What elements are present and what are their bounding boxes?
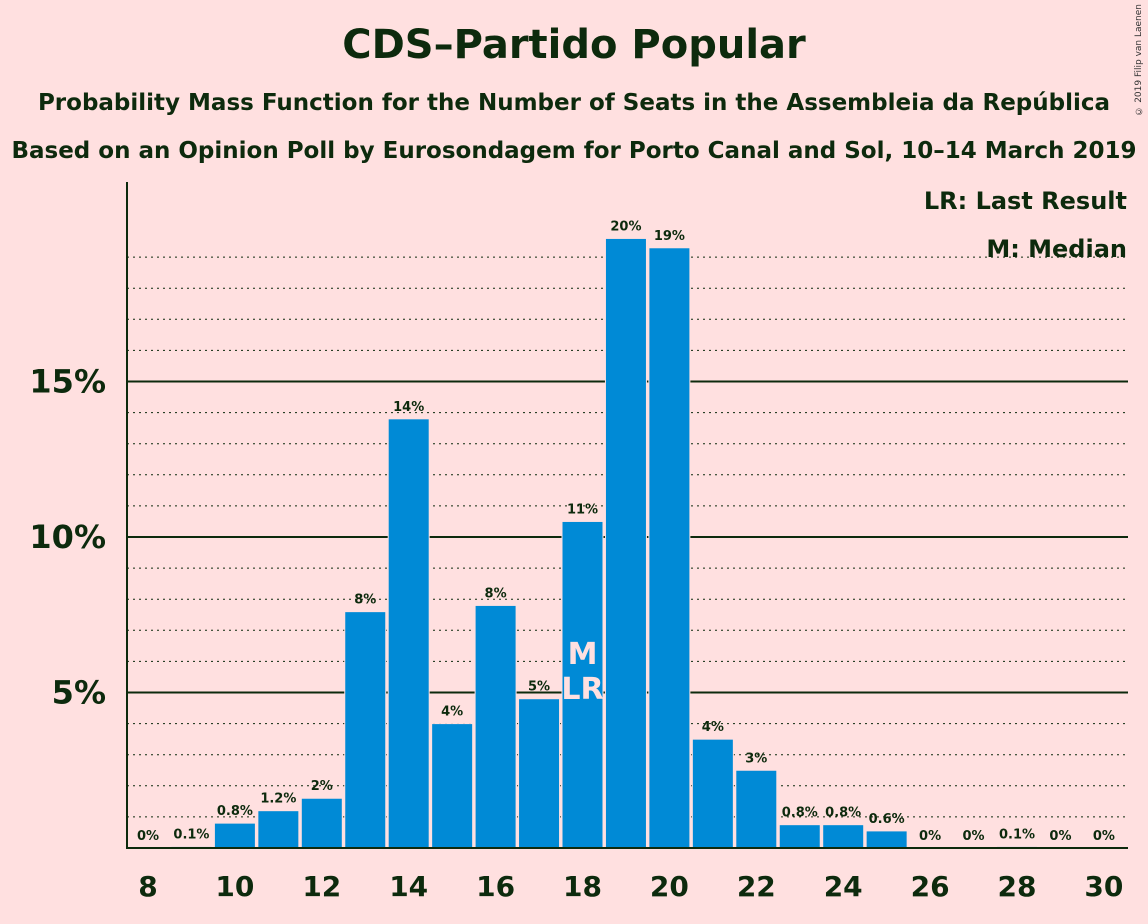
bar-seat-10 bbox=[213, 822, 256, 849]
x-tick-label: 16 bbox=[476, 870, 515, 903]
x-tick-label: 8 bbox=[138, 870, 157, 903]
chart-subtitle-poll: Based on an Opinion Poll by Eurosondagem… bbox=[11, 138, 1137, 164]
data-label-seat-10: 0.8% bbox=[217, 804, 253, 819]
bar-seat-13 bbox=[344, 611, 387, 849]
data-label-seat-26: 0% bbox=[919, 829, 941, 844]
x-tick-label: 30 bbox=[1084, 870, 1123, 903]
bar-seat-24 bbox=[822, 824, 865, 849]
data-label-seat-27: 0% bbox=[963, 829, 985, 844]
data-label-seat-29: 0% bbox=[1049, 829, 1071, 844]
bar-seat-22 bbox=[735, 769, 778, 849]
legend-last-result: LR: Last Result bbox=[924, 187, 1127, 215]
data-label-seat-8: 0% bbox=[137, 829, 159, 844]
data-label-seat-21: 4% bbox=[702, 720, 724, 735]
data-label-seat-16: 8% bbox=[485, 586, 507, 601]
data-label-seat-19: 20% bbox=[610, 219, 641, 234]
data-label-seat-11: 1.2% bbox=[260, 792, 296, 807]
x-tick-label: 10 bbox=[215, 870, 254, 903]
data-label-seat-22: 3% bbox=[745, 751, 767, 766]
bar-seat-21 bbox=[691, 738, 734, 849]
data-label-seat-24: 0.8% bbox=[825, 806, 861, 821]
data-label-seat-20: 19% bbox=[654, 229, 685, 244]
data-label-seat-13: 8% bbox=[354, 593, 376, 608]
bar-seat-20 bbox=[648, 247, 691, 849]
y-tick-label: 5% bbox=[52, 674, 106, 712]
x-tick-label: 24 bbox=[824, 870, 863, 903]
bar-seat-14 bbox=[387, 418, 430, 849]
data-label-seat-15: 4% bbox=[441, 705, 463, 720]
x-tick-label: 26 bbox=[911, 870, 950, 903]
x-tick-label: 22 bbox=[737, 870, 776, 903]
data-label-seat-12: 2% bbox=[311, 779, 333, 794]
y-tick-label: 15% bbox=[29, 363, 106, 401]
x-tick-label: 12 bbox=[302, 870, 341, 903]
bar-seat-23 bbox=[778, 824, 821, 849]
data-label-seat-25: 0.6% bbox=[869, 812, 905, 827]
bar-seat-25 bbox=[865, 830, 908, 849]
data-label-seat-30: 0% bbox=[1093, 829, 1115, 844]
x-tick-label: 20 bbox=[650, 870, 689, 903]
x-tick-label: 14 bbox=[389, 870, 428, 903]
bar-seat-18 bbox=[561, 520, 604, 849]
bar-seat-11 bbox=[257, 810, 300, 849]
legend-median: M: Median bbox=[986, 235, 1127, 263]
bar-seat-19 bbox=[604, 237, 647, 849]
chart-subtitle: Probability Mass Function for the Number… bbox=[37, 90, 1111, 116]
data-label-seat-18: 11% bbox=[567, 502, 598, 517]
bar-seat-12 bbox=[300, 797, 343, 849]
data-label-seat-28: 0.1% bbox=[999, 827, 1035, 842]
median-marker: M bbox=[568, 637, 598, 672]
data-label-seat-9: 0.1% bbox=[173, 827, 209, 842]
last-result-marker: LR bbox=[561, 672, 603, 707]
x-tick-label: 18 bbox=[563, 870, 602, 903]
bar-seat-15 bbox=[431, 723, 474, 849]
data-label-seat-17: 5% bbox=[528, 680, 550, 695]
bar-seat-16 bbox=[474, 604, 517, 849]
data-label-seat-14: 14% bbox=[393, 400, 424, 415]
data-label-seat-23: 0.8% bbox=[782, 806, 818, 821]
chart-title: CDS–Partido Popular bbox=[342, 22, 806, 68]
x-tick-label: 28 bbox=[998, 870, 1037, 903]
y-tick-label: 10% bbox=[29, 518, 106, 556]
bar-seat-17 bbox=[518, 698, 561, 849]
